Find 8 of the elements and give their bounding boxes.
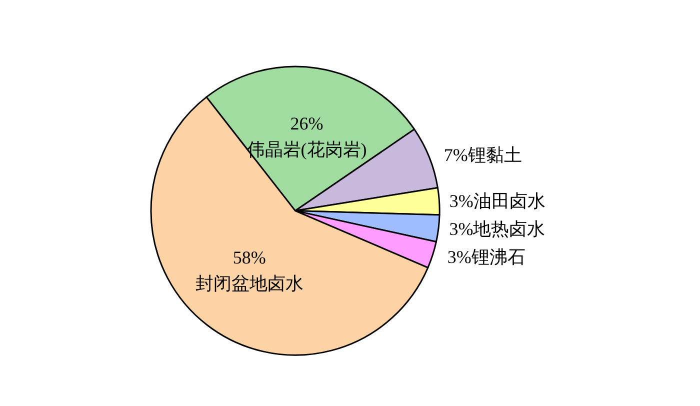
slice-label: 伟晶岩(花岗岩) (246, 140, 367, 160)
data-label: 58% (232, 247, 266, 268)
slice-label: 3%油田卤水 (449, 190, 546, 211)
slice-label: 封闭盆地卤水 (195, 273, 304, 294)
slice-label: 7%锂黏土 (444, 144, 522, 165)
slice-label: 3%地热卤水 (449, 219, 546, 240)
data-label: 26% (290, 114, 324, 134)
slice-label: 3%锂沸石 (447, 247, 526, 268)
